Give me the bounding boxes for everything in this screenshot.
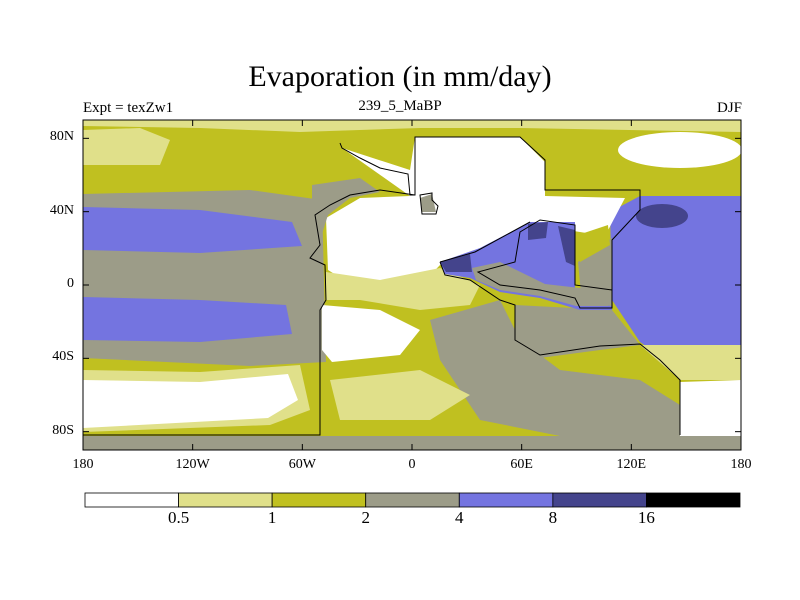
season-label: DJF [716, 100, 742, 116]
colorbar [84, 492, 741, 508]
colorbar-label: 8 [548, 508, 558, 527]
lat-tick-label: 40N [49, 202, 74, 218]
field-patch [528, 222, 548, 240]
field-patch [636, 204, 688, 228]
field-patch [326, 268, 480, 310]
field-patch [83, 374, 298, 428]
colorbar-label: 0.5 [167, 508, 190, 527]
lon-tick-label: 120E [616, 457, 647, 472]
field-patch [330, 370, 470, 420]
evaporation-field [83, 120, 741, 450]
plot-title: Evaporation (in mm/day) [248, 60, 552, 93]
coastline [339, 136, 641, 309]
field-patch [578, 225, 610, 262]
colorbar-label: 2 [361, 508, 370, 527]
lon-tick-label: 180 [730, 457, 752, 472]
lat-tick-label: 80N [49, 129, 74, 145]
coastline [439, 221, 531, 263]
field-patch [326, 137, 625, 290]
lon-tick-label: 60W [288, 457, 316, 472]
colorbar-label: 4 [455, 508, 464, 527]
field-patch [83, 128, 170, 165]
colorbar-box [178, 492, 273, 508]
colorbar-label: 1 [267, 508, 277, 527]
colorbar-box [271, 492, 367, 508]
coastline [439, 261, 681, 435]
colorbar-box [458, 492, 554, 508]
coastline [419, 192, 439, 215]
field-patch [83, 207, 302, 253]
field-patch [558, 226, 575, 266]
field-patch [440, 254, 472, 272]
coastline [83, 189, 416, 436]
colorbar-box [365, 492, 460, 508]
lon-tick-label: 0 [408, 457, 416, 472]
period-label: 239_5_MaBP [358, 98, 442, 114]
field-patch [610, 196, 741, 356]
field-patch [430, 300, 680, 436]
field-patch [640, 345, 741, 380]
field-patch [618, 132, 741, 168]
lat-tick-label: 40S [52, 349, 74, 365]
field-patch [680, 380, 741, 436]
lon-tick-label: 60E [510, 457, 533, 472]
field-patch [312, 178, 380, 240]
lat-tick-label: 0 [67, 276, 74, 291]
colorbar-label: 16 [637, 508, 655, 527]
field-patch [472, 262, 608, 306]
lat-tick-label: 80S [52, 422, 74, 438]
field-patch [83, 436, 741, 450]
field-patch [515, 305, 640, 358]
axis-ticks [82, 120, 742, 450]
experiment-label: Expt = texZw1 [83, 100, 174, 116]
lon-tick-label: 180 [72, 457, 94, 472]
colorbar-box [84, 492, 179, 508]
field-patch [83, 297, 292, 342]
colorbar-box [552, 492, 647, 508]
field-patch [322, 305, 420, 362]
colorbar-box [646, 492, 741, 508]
lon-tick-label: 120W [175, 457, 210, 472]
